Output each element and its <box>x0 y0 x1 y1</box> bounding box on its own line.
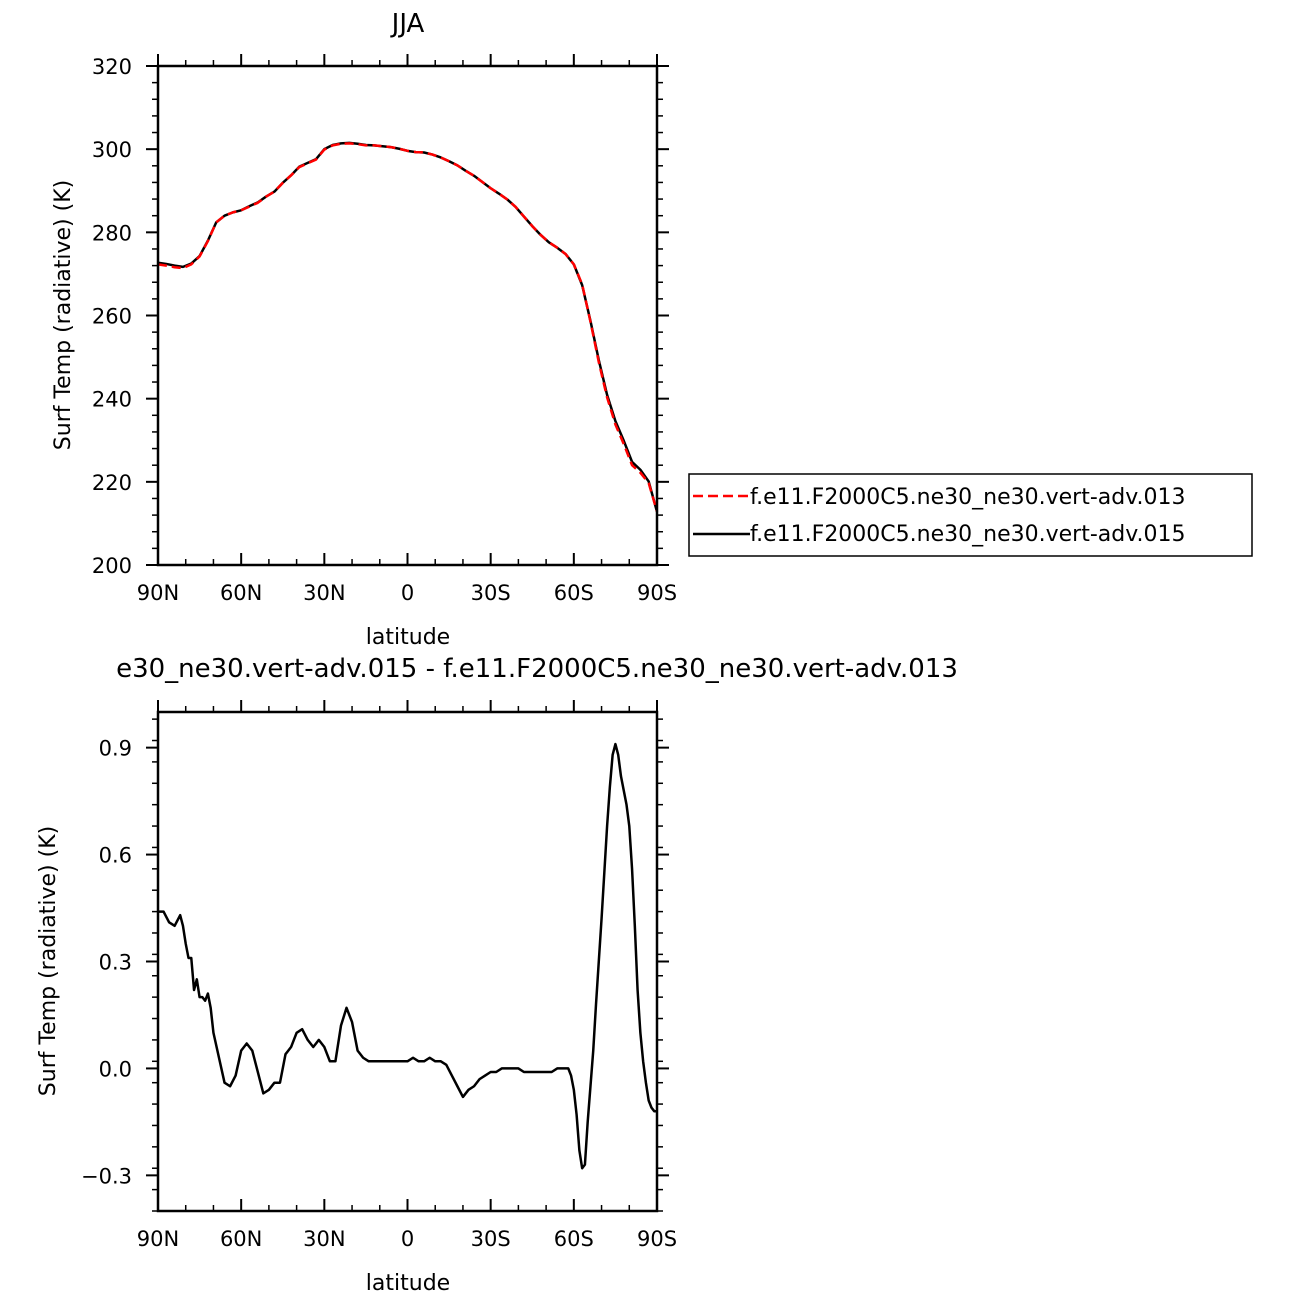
difference-panel: e30_ne30.vert-adv.015 - f.e11.F2000C5.ne… <box>36 654 958 1296</box>
y-tick-label: 0.0 <box>99 1057 132 1081</box>
x-tick-label: 90S <box>637 1227 677 1251</box>
series-line-0 <box>157 142 659 512</box>
legend-label-013: f.e11.F2000C5.ne30_ne30.vert-adv.013 <box>750 485 1186 510</box>
difference-title: e30_ne30.vert-adv.015 - f.e11.F2000C5.ne… <box>116 654 958 684</box>
y-axis-label: Surf Temp (radiative) (K) <box>36 826 61 1096</box>
x-axis-label: latitude <box>366 625 450 650</box>
y-tick-label: 260 <box>92 305 132 329</box>
legend: f.e11.F2000C5.ne30_ne30.vert-adv.013 f.e… <box>688 473 1253 557</box>
y-tick-label: 0.9 <box>99 737 132 761</box>
y-tick-label: 280 <box>92 221 132 245</box>
x-tick-label: 0 <box>401 1227 414 1251</box>
x-tick-label: 90S <box>637 581 677 605</box>
y-axis-label: Surf Temp (radiative) (K) <box>51 180 76 450</box>
x-tick-label: 30S <box>471 581 511 605</box>
x-tick-label: 90N <box>137 1227 179 1251</box>
x-tick-label: 0 <box>401 581 414 605</box>
legend-label-015: f.e11.F2000C5.ne30_ne30.vert-adv.015 <box>750 522 1186 547</box>
y-tick-label: 0.6 <box>99 844 132 868</box>
x-tick-label: 60N <box>220 1227 262 1251</box>
y-tick-label: 0.3 <box>99 951 132 975</box>
x-tick-label: 90N <box>137 581 179 605</box>
y-tick-label: 320 <box>92 55 132 79</box>
chart-title: JJA <box>390 9 425 39</box>
temperature-panel: JJA 90N 60N 30N 0 30S 60S 90S 200 220 240 260 280 30… <box>51 9 677 650</box>
y-tick-label: 240 <box>92 388 132 412</box>
y-tick-label: 200 <box>92 554 132 578</box>
legend-box <box>688 473 1253 557</box>
x-tick-label: 30S <box>471 1227 511 1251</box>
x-tick-label: 60S <box>554 581 594 605</box>
y-tick-label: −0.3 <box>81 1164 132 1188</box>
x-tick-label: 60S <box>554 1227 594 1251</box>
y-tick-label: 300 <box>92 138 132 162</box>
x-tick-label: 30N <box>303 1227 345 1251</box>
y-tick-label: 220 <box>92 471 132 495</box>
x-tick-label: 60N <box>220 581 262 605</box>
x-axis-label: latitude <box>366 1271 450 1296</box>
x-tick-label: 30N <box>303 581 345 605</box>
series-line-0 <box>158 742 657 1170</box>
